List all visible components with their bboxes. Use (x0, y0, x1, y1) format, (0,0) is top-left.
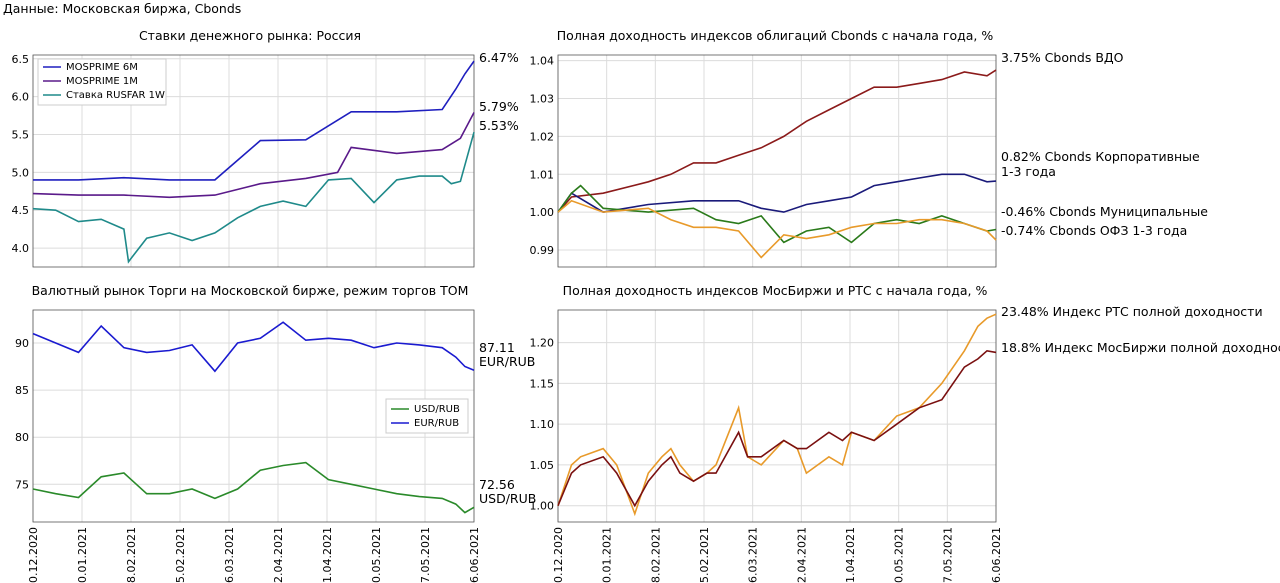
legend-item: USD/RUB (414, 404, 460, 415)
y-tick-label: 1.05 (530, 459, 555, 472)
y-tick-label: 85 (15, 384, 29, 397)
series-line (557, 184, 997, 244)
end-label: 6.47% (479, 50, 519, 65)
series-line (557, 349, 997, 508)
series-line (32, 321, 475, 373)
x-tick-label: 08.02.2021 (649, 527, 662, 583)
series-line (32, 461, 475, 514)
x-tick-label: 16.06.2021 (468, 527, 481, 583)
series-line (33, 60, 475, 181)
y-tick-label: 0.99 (530, 244, 555, 257)
end-label: 3.75% Cbonds ВДО (1001, 50, 1124, 65)
chart-2: Полная доходность индексов облигаций Cbo… (530, 28, 1208, 268)
end-label: 23.48% Индекс РТС полной доходности (1001, 304, 1263, 319)
y-tick-label: 1.00 (530, 500, 555, 513)
y-tick-label: 1.15 (530, 377, 555, 390)
legend-item: Ставка RUSFAR 1W (66, 90, 165, 101)
y-tick-label: 6.0 (12, 91, 30, 104)
series-line (557, 313, 997, 517)
plot-frame (32, 54, 475, 268)
legend-item: MOSPRIME 1M (66, 76, 138, 87)
end-label: 87.11 (479, 340, 515, 355)
y-tick-label: 90 (15, 337, 29, 350)
end-label: 18.8% Индекс МосБиржи полной доходности (1001, 340, 1280, 355)
y-tick-label: 1.04 (530, 55, 555, 68)
series-line (32, 131, 475, 264)
end-label: 0.82% Cbonds Корпоративные (1001, 149, 1200, 164)
x-tick-label: 10.05.2021 (893, 527, 906, 583)
plot-frame (32, 309, 475, 523)
chart-title: Полная доходность индексов облигаций Cbo… (557, 28, 994, 43)
x-tick-label: 27.05.2021 (941, 527, 954, 583)
source-caption: Данные: Московская биржа, Cbonds (3, 1, 242, 16)
end-label-line2: USD/RUB (479, 491, 536, 506)
end-label-line2: EUR/RUB (479, 354, 535, 369)
chart-4: Полная доходность индексов МосБиржи и РТ… (530, 283, 1280, 583)
chart-1: Ставки денежного рынка: Россия 4.0 4.5 5.0 5… (12, 28, 519, 268)
y-tick-label: 6.5 (12, 53, 30, 66)
chart-3: Валютный рынок Торги на Московской бирже… (15, 283, 536, 583)
y-tick-label: 1.00 (530, 206, 555, 219)
end-label: 72.56 (479, 477, 515, 492)
x-tick-label: 16.03.2021 (223, 527, 236, 583)
x-tick-label: 30.12.2020 (552, 527, 565, 583)
x-tick-label: 10.05.2021 (370, 527, 383, 583)
y-tick-label: 1.10 (530, 418, 555, 431)
x-tick-label: 16.06.2021 (990, 527, 1003, 583)
y-tick-label: 5.5 (12, 129, 30, 142)
x-tick-label: 02.04.2021 (795, 527, 808, 583)
x-tick-label: 25.02.2021 (174, 527, 187, 583)
x-tick-label: 30.12.2020 (27, 527, 40, 583)
y-tick-label: 4.0 (12, 242, 30, 255)
x-tick-label: 21.04.2021 (844, 527, 857, 583)
chart-title: Валютный рынок Торги на Московской бирже… (32, 283, 469, 298)
x-tick-label: 20.01.2021 (76, 527, 89, 583)
end-label: 5.53% (479, 118, 519, 133)
legend-item: MOSPRIME 6M (66, 62, 138, 73)
y-tick-label: 1.20 (530, 337, 555, 350)
x-tick-label: 02.04.2021 (272, 527, 285, 583)
y-tick-label: 75 (15, 478, 29, 491)
x-tick-label: 21.04.2021 (321, 527, 334, 583)
end-label-line2: 1-3 года (1001, 164, 1056, 179)
x-tick-label: 16.03.2021 (747, 527, 760, 583)
y-tick-label: 5.0 (12, 166, 30, 179)
x-tick-label: 20.01.2021 (601, 527, 614, 583)
y-tick-label: 1.03 (530, 93, 555, 106)
series-line (32, 112, 475, 199)
legend-box (385, 398, 469, 434)
x-tick-label: 27.05.2021 (419, 527, 432, 583)
series-line (557, 69, 997, 213)
x-tick-label: 08.02.2021 (125, 527, 138, 583)
series-line (557, 173, 997, 213)
end-label: 5.79% (479, 99, 519, 114)
end-label: -0.46% Cbonds Муниципальные (1001, 204, 1208, 219)
y-tick-label: 4.5 (12, 204, 30, 217)
y-tick-label: 80 (15, 431, 29, 444)
legend-item: EUR/RUB (414, 418, 459, 429)
end-label: -0.74% Cbonds ОФЗ 1-3 года (1001, 223, 1187, 238)
plot-frame (557, 309, 997, 523)
chart-title: Полная доходность индексов МосБиржи и РТ… (563, 283, 988, 298)
x-tick-label: 25.02.2021 (698, 527, 711, 583)
series-line (557, 199, 997, 259)
chart-title: Ставки денежного рынка: Россия (139, 28, 361, 43)
y-tick-label: 1.01 (530, 168, 555, 181)
plot-frame (557, 54, 997, 268)
y-tick-label: 1.02 (530, 130, 555, 143)
